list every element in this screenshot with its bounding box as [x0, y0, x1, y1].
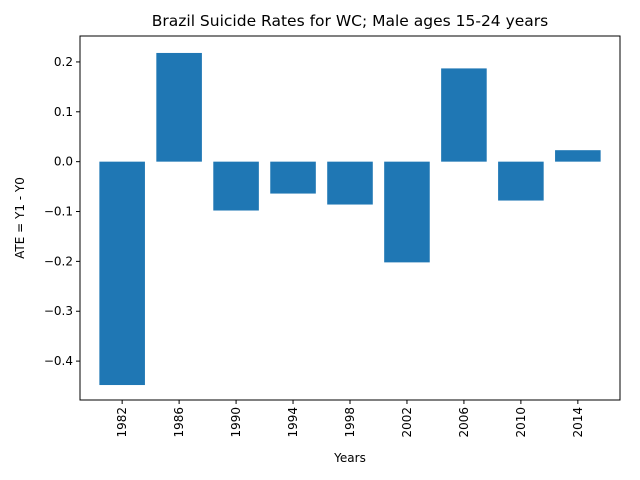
y-tick-label: 0.2	[54, 55, 73, 69]
x-tick-label: 1982	[115, 407, 129, 438]
x-tick-label: 2014	[571, 407, 585, 438]
bar-1994	[270, 161, 316, 194]
y-tick-label: 0.1	[54, 105, 73, 119]
y-tick-label: −0.4	[44, 354, 73, 368]
bar-2006	[441, 68, 487, 162]
x-tick-label: 1986	[172, 407, 186, 438]
bar-1998	[327, 161, 373, 205]
x-axis-label: Years	[333, 451, 366, 465]
x-tick-label: 1994	[286, 407, 300, 438]
bar-1990	[213, 161, 259, 211]
bar-1982	[99, 161, 145, 386]
y-axis-ticks: −0.4 −0.3 −0.2 −0.1 0.0 0.1 0.2	[44, 55, 80, 368]
bar-2010	[498, 161, 544, 201]
y-axis-label: ATE = Y1 - Y0	[13, 177, 27, 259]
x-tick-label: 2006	[457, 407, 471, 438]
plot-frame	[79, 35, 621, 401]
bar-2014	[555, 150, 601, 162]
x-axis-ticks: 1982 1986 1990 1994 1998 2002 2006 2010 2014	[115, 400, 585, 438]
x-tick-label: 1998	[343, 407, 357, 438]
y-tick-label: 0.0	[54, 155, 73, 169]
x-tick-label: 2010	[514, 407, 528, 438]
x-tick-label: 1990	[229, 407, 243, 438]
x-tick-label: 2002	[400, 407, 414, 438]
y-tick-label: −0.1	[44, 205, 73, 219]
bar-2002	[384, 161, 430, 263]
bars-group	[99, 52, 601, 386]
bar-1986	[156, 52, 202, 162]
chart-title: Brazil Suicide Rates for WC; Male ages 1…	[152, 12, 549, 30]
y-tick-label: −0.2	[44, 254, 73, 268]
y-tick-label: −0.3	[44, 304, 73, 318]
